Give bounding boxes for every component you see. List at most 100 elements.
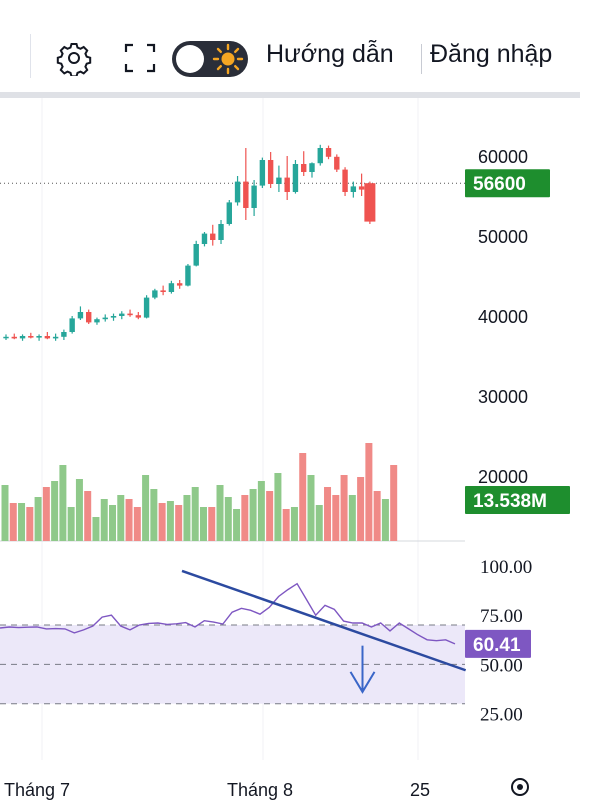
candle-body	[44, 336, 51, 339]
login-link[interactable]: Đăng nhập	[430, 40, 553, 68]
candle-body	[243, 181, 249, 208]
candle-body	[36, 336, 42, 338]
volume-bar	[241, 495, 249, 541]
volume-bar	[357, 477, 365, 541]
price-tick-label: 20000	[478, 467, 528, 487]
price-tick-label: 60000	[478, 147, 528, 167]
rsi-tick-label: 100.00	[480, 557, 532, 578]
candle-body	[317, 148, 323, 164]
candle-body	[127, 313, 133, 316]
volume-bar	[191, 487, 199, 541]
volume-bar	[233, 509, 241, 541]
candle-body	[168, 283, 175, 292]
top-toolbar: Hướng dẫn Đăng nhập	[0, 0, 600, 92]
down-arrow-head	[349, 671, 376, 694]
axis-settings-ring	[511, 778, 529, 796]
candle-body	[234, 181, 241, 203]
volume-bar	[175, 505, 183, 541]
volume-bar	[266, 491, 274, 541]
candle-body	[52, 336, 59, 339]
volume-bar	[208, 507, 216, 541]
toolbar-shadow	[0, 92, 580, 98]
volume-bar	[257, 481, 265, 541]
candle-body	[267, 160, 274, 184]
rsi-line	[0, 582, 456, 645]
candle-body	[69, 318, 75, 332]
rsi-trendline	[181, 569, 467, 672]
candle-body	[201, 233, 208, 244]
candle-body	[193, 244, 199, 266]
rsi-value-badge-bg	[465, 629, 531, 658]
fullscreen-icon[interactable]	[118, 38, 162, 78]
candle-body	[284, 177, 290, 192]
price-axis: 60000 50000 40000 30000 20000 100.00 75.00 50.0…	[478, 147, 532, 726]
price-tick-label: 50000	[478, 227, 528, 247]
time-tick-label: Tháng 7	[4, 780, 70, 800]
volume-bar	[75, 479, 83, 541]
volume-bar	[166, 501, 174, 541]
volume-bar	[315, 505, 323, 541]
volume-bar	[26, 507, 34, 541]
last-price-badge-bg	[465, 169, 550, 198]
candle-body	[226, 202, 232, 224]
volume-bar	[51, 481, 59, 541]
volume-bar	[274, 473, 282, 541]
rsi-tick-label: 50.00	[480, 655, 523, 676]
rsi-value-badge-text: 60.41	[473, 635, 521, 656]
candle-body	[309, 163, 315, 172]
volume-bar	[34, 497, 42, 541]
candle-body	[152, 290, 158, 298]
candle-body	[160, 290, 166, 292]
volume-bar	[282, 509, 290, 541]
guide-link[interactable]: Hướng dẫn	[266, 40, 394, 68]
volume-badge-bg	[465, 486, 570, 514]
candle-body	[86, 312, 92, 323]
candle-body	[218, 224, 224, 240]
candle-body	[61, 332, 67, 337]
volume-bar	[142, 475, 150, 541]
candle-body	[110, 316, 117, 318]
volume-bar	[9, 503, 17, 541]
volume-bars	[1, 443, 398, 541]
candle-body	[358, 186, 365, 190]
time-axis: Tháng 7 Tháng 8 25	[4, 780, 430, 800]
candle-body	[325, 148, 332, 157]
volume-bar	[183, 495, 191, 541]
fullscreen-icon-glyph	[124, 43, 156, 73]
volume-bar	[324, 487, 332, 541]
rsi-pane	[0, 569, 467, 694]
volume-bar	[249, 489, 257, 541]
candle-body	[135, 315, 142, 318]
price-tick-label: 30000	[478, 387, 528, 407]
chart-area[interactable]: 60000 50000 40000 30000 20000 100.00 75.00 50.0…	[0, 98, 600, 800]
volume-bar	[67, 507, 75, 541]
volume-badge-text: 13.538M	[473, 491, 547, 512]
volume-bar	[92, 517, 100, 541]
theme-toggle[interactable]	[172, 41, 248, 77]
volume-bar	[224, 497, 232, 541]
volume-bar	[307, 475, 315, 541]
volume-bar	[125, 499, 133, 541]
candle-body	[334, 156, 340, 170]
axis-settings-dot	[517, 784, 523, 790]
toolbar-separator	[421, 44, 422, 74]
axis-settings-icon[interactable]	[511, 778, 529, 796]
volume-bar	[59, 465, 67, 541]
time-tick-label: 25	[410, 780, 430, 800]
volume-bar	[84, 491, 92, 541]
rsi-tick-label: 75.00	[480, 606, 523, 627]
volume-bar	[133, 507, 141, 541]
candle-body	[342, 169, 348, 192]
candle-body	[364, 183, 376, 222]
toolbar-divider	[30, 34, 31, 78]
candle-body	[143, 297, 150, 318]
volume-bar	[117, 495, 125, 541]
volume-bar	[390, 465, 398, 541]
candle-body	[301, 164, 307, 172]
axis-badges: 56600 13.538M 60.41	[465, 169, 570, 658]
volume-bar	[1, 485, 9, 541]
last-price-badge-text: 56600	[473, 174, 526, 195]
volume-bar	[332, 495, 340, 541]
gear-icon[interactable]	[52, 38, 96, 78]
candle-body	[102, 317, 108, 320]
